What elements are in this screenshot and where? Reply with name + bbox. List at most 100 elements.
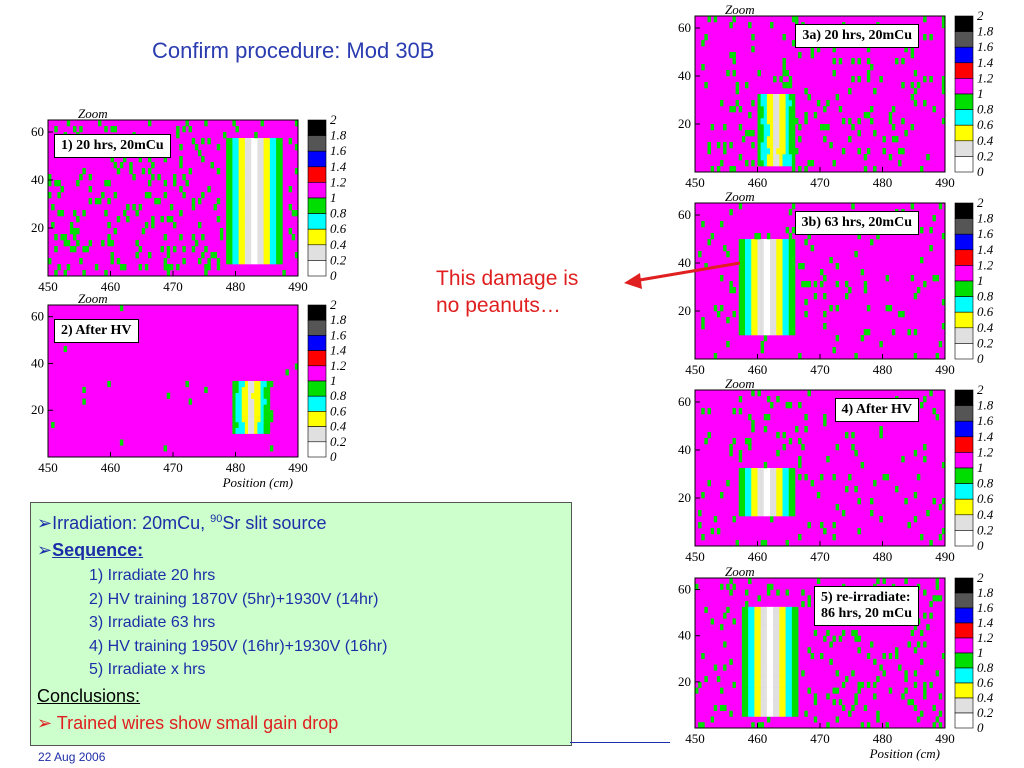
heatmap-cell xyxy=(810,245,815,252)
heatmap-cell xyxy=(238,392,243,399)
heatmap-cell xyxy=(191,204,196,211)
heatmap-cell xyxy=(851,704,855,711)
heatmap-cell xyxy=(807,601,811,608)
heatmap-cell xyxy=(807,522,811,529)
heatmap-cell xyxy=(757,468,761,475)
heatmap-cell xyxy=(916,82,921,89)
color-scale-swatch xyxy=(307,228,327,246)
heatmap-cell xyxy=(773,468,777,475)
y-tick-label: 60 xyxy=(31,309,44,324)
heatmap-cell xyxy=(701,40,705,47)
heatmap-cell xyxy=(260,156,264,163)
heatmap-cell xyxy=(738,263,743,270)
heatmap-cell xyxy=(738,299,743,306)
heatmap-cell xyxy=(766,583,771,590)
heatmap-cell xyxy=(266,180,271,187)
heatmap-cell xyxy=(923,34,927,41)
heatmap-cell xyxy=(754,635,758,642)
heatmap-cell xyxy=(238,210,243,217)
heatmap-cell xyxy=(788,281,793,288)
heatmap-cell xyxy=(51,421,55,429)
color-scale-swatch xyxy=(954,93,974,110)
heatmap-cell xyxy=(788,468,793,475)
heatmap-cell xyxy=(251,162,255,169)
heatmap-cell xyxy=(241,240,246,247)
heatmap-cell xyxy=(779,245,783,252)
heatmap-cell xyxy=(791,492,796,499)
heatmap-cell xyxy=(260,150,264,157)
heatmap-cell xyxy=(776,693,780,700)
heatmap-cell xyxy=(263,246,268,253)
heatmap-cell xyxy=(813,693,818,700)
heatmap-cell xyxy=(757,624,761,631)
heatmap-cell xyxy=(785,612,790,619)
y-tick-label: 20 xyxy=(678,674,691,689)
heatmap-cell xyxy=(260,381,264,388)
heatmap-cell xyxy=(763,612,768,619)
heatmap-cell xyxy=(741,498,746,505)
heatmap-cell xyxy=(269,156,274,163)
heatmap-cell xyxy=(229,180,233,187)
heatmap-cell xyxy=(63,240,68,247)
heatmap-cell xyxy=(748,710,752,717)
heatmap-cell xyxy=(738,456,743,463)
heatmap-cell xyxy=(729,658,733,665)
heatmap-cell xyxy=(741,710,746,717)
heatmap-cell xyxy=(779,311,783,318)
heatmap-cell xyxy=(770,317,774,324)
heatmap-cell xyxy=(54,270,58,277)
heatmap-cell xyxy=(738,317,743,324)
heatmap-cell xyxy=(782,118,786,125)
heatmap-cell xyxy=(735,88,740,95)
heatmap-cell xyxy=(798,263,802,270)
heatmap-cell xyxy=(235,258,239,265)
x-axis-label: Position (cm) xyxy=(222,475,293,490)
heatmap-cell xyxy=(82,398,86,405)
heatmap-cell xyxy=(257,210,261,217)
x-tick-label: 450 xyxy=(685,362,705,377)
heatmap-cell xyxy=(163,156,168,163)
heatmap-cell xyxy=(773,492,777,499)
heatmap-cell xyxy=(857,118,861,125)
heatmap-cell xyxy=(723,664,727,671)
heatmap-cell xyxy=(782,245,786,252)
heatmap-cell xyxy=(244,386,249,393)
heatmap-cell xyxy=(251,386,255,393)
color-scale-swatch xyxy=(954,436,974,453)
heatmap-cell xyxy=(251,156,255,163)
heatmap-cell xyxy=(194,144,199,151)
heatmap-cell xyxy=(791,618,796,625)
panel-label: 4) After HV xyxy=(834,398,919,422)
heatmap-cell xyxy=(754,239,758,246)
heatmap-cell xyxy=(941,498,946,505)
heatmap-cell xyxy=(745,647,749,654)
heatmap-cell xyxy=(79,258,83,265)
heatmap-cell xyxy=(823,293,827,300)
heatmap-cell xyxy=(882,670,886,677)
heatmap-cell xyxy=(254,222,258,229)
heatmap-cell xyxy=(782,323,786,330)
heatmap-cell xyxy=(788,293,793,300)
heatmap-cell xyxy=(276,210,280,217)
heatmap-cell xyxy=(760,658,765,665)
heatmap-cell xyxy=(820,474,824,481)
heatmap-cell xyxy=(266,386,271,393)
heatmap-cell xyxy=(276,180,280,187)
heatmap-cell xyxy=(829,257,833,264)
heatmap-cell xyxy=(763,699,768,706)
heatmap-cell xyxy=(266,192,271,199)
heatmap-cell xyxy=(248,258,252,265)
heatmap-cell xyxy=(895,647,899,654)
heatmap-cell xyxy=(235,150,239,157)
color-scale-swatch xyxy=(307,395,327,412)
y-tick-label: 60 xyxy=(678,582,691,597)
heatmap-cell xyxy=(770,664,774,671)
color-scale-label: 0.8 xyxy=(977,102,994,117)
heatmap-cell xyxy=(226,204,230,211)
heatmap-cell xyxy=(854,635,858,642)
heatmap-cell xyxy=(785,468,790,475)
heatmap-cell xyxy=(829,658,833,665)
heatmap-cell xyxy=(266,392,271,399)
heatmap-cell xyxy=(776,498,780,505)
heatmap-cell xyxy=(276,150,280,157)
